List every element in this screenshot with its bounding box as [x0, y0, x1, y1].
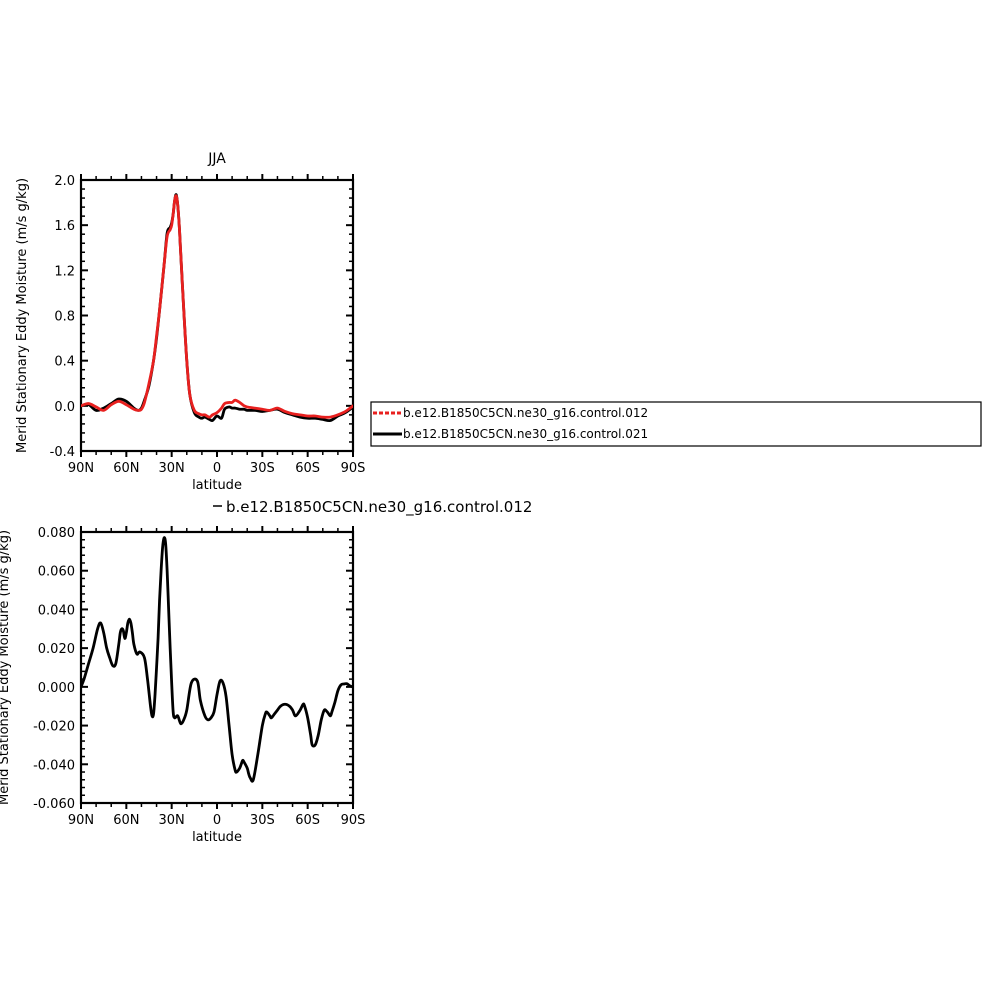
y-tick-label: 0.000	[38, 681, 75, 696]
x-tick-label: 30N	[159, 461, 185, 476]
x-axis-title: latitude	[192, 830, 242, 845]
y-tick-label: 1.2	[54, 264, 75, 279]
y-tick-label: 0.060	[38, 565, 75, 580]
panel-bottom: -0.060 -0.040 -0.020 0.000 0.020 0.040 0.060 0.…	[0, 498, 532, 845]
y-tick-label: 0.4	[54, 355, 75, 370]
x-tick-label: 0	[213, 813, 221, 828]
legend: b.e12.B1850C5CN.ne30_g16.control.012 b.e1…	[370, 401, 982, 447]
series-line-0	[81, 536, 353, 783]
x-tick-label: 60S	[295, 813, 320, 828]
x-tick-label: 0	[213, 461, 221, 476]
y-tick-label: 0.020	[38, 642, 75, 657]
y-axis-title: Merid Stationary Eddy Moisture (m/s g/kg…	[0, 530, 12, 805]
y-tick-label: 0.8	[54, 310, 75, 325]
y-tick-label: -0.040	[33, 758, 75, 773]
x-tick-label: 30S	[250, 813, 275, 828]
y-tick-label: -0.060	[33, 797, 75, 812]
panel-title-top: JJA	[207, 151, 226, 167]
x-axis-title: latitude	[192, 478, 242, 493]
y-tick-label: -0.020	[33, 720, 75, 735]
x-tick-label: 60N	[113, 813, 139, 828]
x-tick-label: 30S	[250, 461, 275, 476]
series-line-1	[81, 194, 353, 419]
x-tick-label: 90S	[341, 813, 366, 828]
x-tick-label: 90N	[68, 461, 94, 476]
y-tick-label: -0.4	[50, 445, 75, 460]
legend-label-1: b.e12.B1850C5CN.ne30_g16.control.021	[403, 427, 648, 441]
y-tick-label: 0.0	[54, 400, 75, 415]
x-tick-label: 30N	[159, 813, 185, 828]
x-tick-label: 90S	[341, 461, 366, 476]
y-tick-label: 1.6	[54, 219, 75, 234]
y-tick-label: 0.080	[38, 526, 75, 541]
y-axis-title: Merid Stationary Eddy Moisture (m/s g/kg…	[15, 178, 30, 453]
legend-label-0: b.e12.B1850C5CN.ne30_g16.control.012	[403, 406, 648, 420]
x-tick-label: 90N	[68, 813, 94, 828]
legend-box	[370, 401, 982, 447]
x-tick-label: 60N	[113, 461, 139, 476]
y-tick-label: 0.040	[38, 603, 75, 618]
panel-top: -0.4 0.0 0.4 0.8 1.2 1.6 2.0 90N 60N 30N 0 30S 60S 90…	[15, 151, 365, 493]
y-tick-label: 2.0	[54, 174, 75, 189]
panel-title-bottom: b.e12.B1850C5CN.ne30_g16.control.012	[226, 498, 532, 517]
x-tick-label: 60S	[295, 461, 320, 476]
